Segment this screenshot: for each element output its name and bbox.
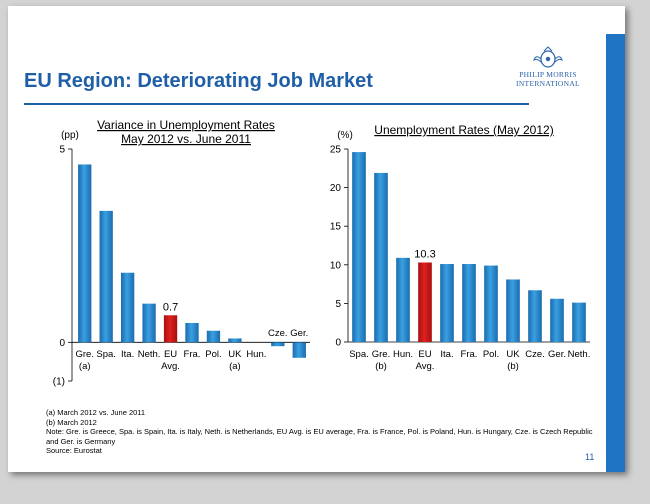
variance-category-label: Fra.	[184, 349, 201, 360]
variance-category-label: EU	[164, 349, 177, 360]
rate-bar	[440, 264, 454, 342]
rate-category-label: Spa.	[349, 349, 369, 360]
slide-title: EU Region: Deteriorating Job Market	[24, 70, 373, 92]
rate-bar	[352, 152, 366, 342]
rate-category-sublabel: Avg.	[416, 361, 435, 372]
variance-category-label: Pol.	[205, 349, 221, 360]
rate-bar	[374, 172, 388, 342]
rate-bar	[396, 257, 410, 342]
rate-bar	[572, 302, 586, 342]
variance-category-label: Ger.	[290, 328, 308, 339]
rate-y-tick-label: 10	[330, 260, 342, 271]
rate-title: Unemployment Rates (May 2012)	[374, 123, 553, 137]
rate-y-tick-label: 15	[330, 222, 342, 233]
rate-category-label: Neth.	[568, 349, 591, 360]
variance-bar	[228, 338, 242, 343]
rate-data-label: 10.3	[414, 248, 435, 260]
rate-category-label: Gre.	[372, 349, 390, 360]
rate-category-label: Pol.	[483, 349, 499, 360]
rate-category-label: Fra.	[461, 349, 478, 360]
footnote-note: Note: Gre. is Greece, Spa. is Spain, Ita…	[46, 427, 593, 446]
page-number: 11	[585, 452, 595, 462]
rate-y-tick-label: 5	[335, 299, 341, 310]
unemployment-rate-chart: Unemployment Rates (May 2012) (%) 25 20 15 10…	[330, 123, 591, 372]
variance-category-sublabel: Avg.	[161, 361, 180, 372]
rate-y-unit: (%)	[337, 130, 353, 141]
rate-bar	[528, 290, 542, 342]
variance-y-tick-label: 0	[59, 338, 65, 349]
variance-bar	[185, 323, 199, 343]
rate-y-tick-label: 25	[330, 145, 342, 156]
variance-category-label: UK	[228, 349, 242, 360]
variance-data-label: 0.7	[163, 301, 178, 313]
variance-bar	[292, 342, 306, 358]
rate-category-sublabel: (b)	[507, 361, 519, 372]
footnote-b: (b) March 2012	[46, 417, 97, 427]
rate-category-label: EU	[418, 349, 431, 360]
rate-bar	[462, 264, 476, 342]
title-underline	[24, 103, 529, 105]
logo-line-1: PHILIP MORRIS	[519, 70, 577, 79]
variance-category-label: Neth.	[138, 349, 161, 360]
rate-category-label: Ita.	[440, 349, 453, 360]
variance-bar	[142, 303, 156, 343]
variance-bar	[120, 272, 135, 343]
rate-y-tick-label: 0	[335, 338, 341, 349]
variance-category-sublabel: (a)	[79, 361, 91, 372]
rate-bar	[484, 265, 498, 342]
variance-bar	[271, 342, 285, 347]
variance-bar	[163, 315, 178, 343]
variance-category-label: Cze.	[268, 328, 288, 339]
rate-category-label: Hun.	[393, 349, 413, 360]
variance-title: Variance in Unemployment Rates	[97, 118, 275, 132]
variance-category-label: Spa.	[96, 349, 116, 360]
footnotes: (a) March 2012 vs. June 2011 (b) March 2…	[46, 408, 606, 456]
rate-category-label: UK	[506, 349, 520, 360]
side-accent-band	[606, 34, 625, 472]
footnote-source: Source: Eurostat	[46, 446, 102, 456]
variance-y-tick-label: (1)	[53, 377, 65, 388]
variance-y-tick-label: 5	[59, 145, 65, 156]
company-logo: PHILIP MORRIS INTERNATIONAL	[508, 46, 588, 88]
footnote-a: (a) March 2012 vs. June 2011	[46, 408, 146, 417]
rate-category-sublabel: (b)	[375, 361, 387, 372]
rate-bar	[550, 298, 564, 342]
variance-category-sublabel: (a)	[229, 361, 241, 372]
variance-category-label: Gre.	[75, 349, 93, 360]
rate-category-label: Cze.	[525, 349, 545, 360]
rate-category-label: Ger.	[548, 349, 566, 360]
logo-line-2: INTERNATIONAL	[516, 79, 580, 88]
variance-subtitle: May 2012 vs. June 2011	[121, 132, 251, 146]
variance-category-label: Ita.	[121, 349, 134, 360]
variance-category-label: Hun.	[246, 349, 266, 360]
rate-y-tick-label: 20	[330, 183, 342, 194]
variance-bar	[99, 210, 113, 343]
rate-bar	[418, 262, 432, 342]
variance-y-unit: (pp)	[61, 130, 79, 141]
variance-bar	[206, 330, 221, 343]
variance-bar	[78, 164, 92, 343]
slide: EU Region: Deteriorating Job Market PHIL…	[8, 6, 625, 472]
crest-icon	[533, 46, 563, 68]
rate-bar	[506, 279, 520, 342]
